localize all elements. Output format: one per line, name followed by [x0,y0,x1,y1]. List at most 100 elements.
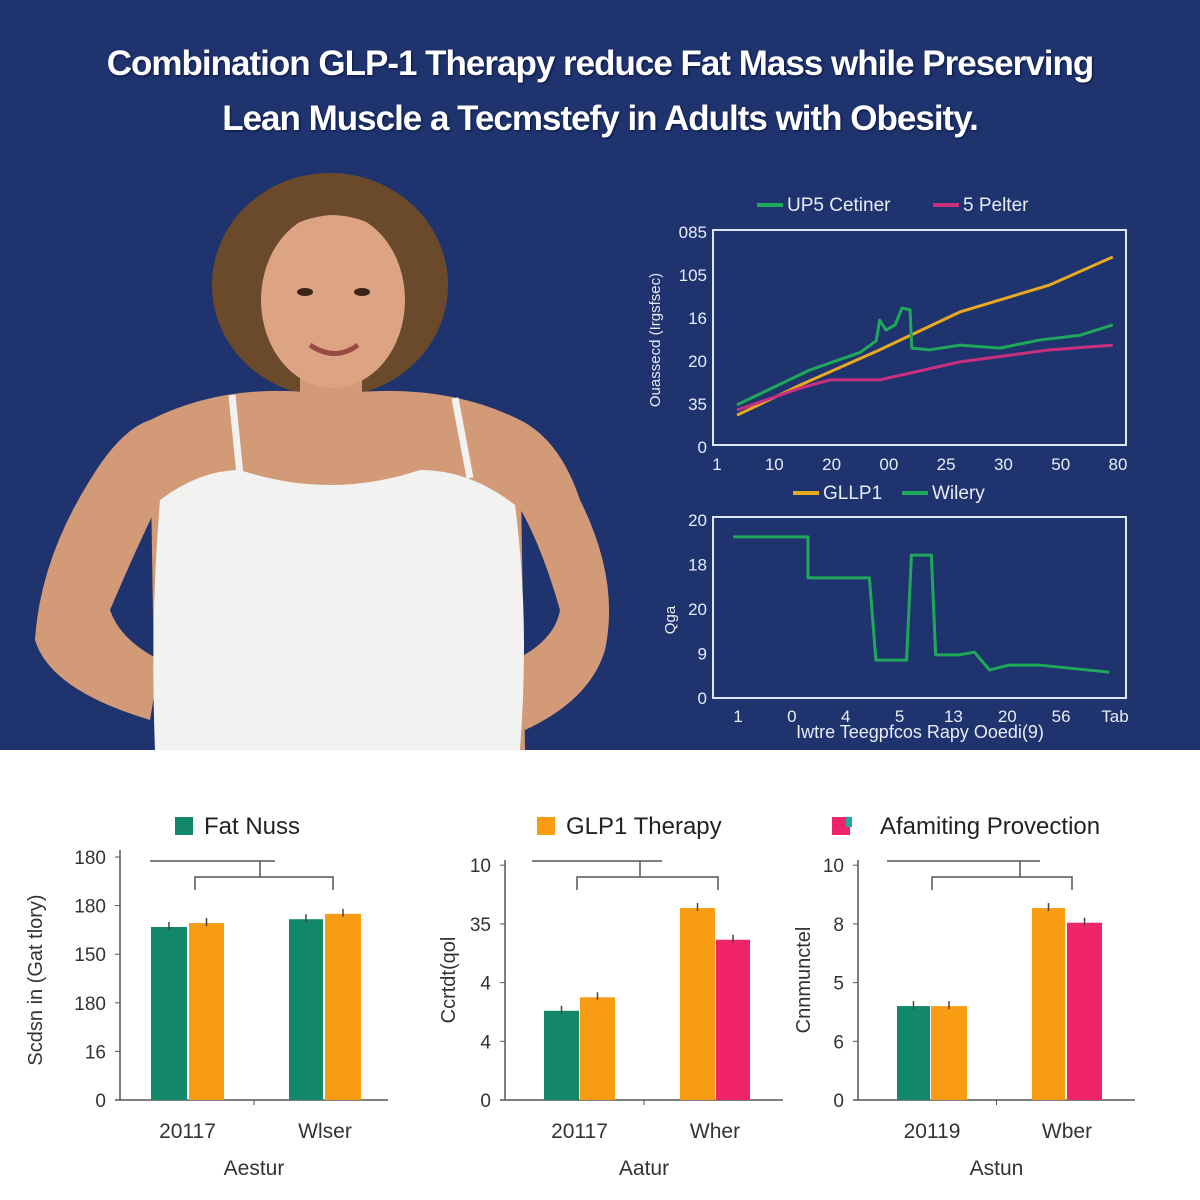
x-tick-label: 1 [733,707,742,726]
y-tick-label: 20 [688,352,707,371]
bar-chart-3: 0 6 5 8 10 20119 Wber Astun Cnnmunctel Afamiting … [793,813,1135,1180]
y-tick-label: 18 [688,556,707,575]
significance-bracket [532,860,719,890]
bar [325,913,361,1100]
y-axis-label: Cnnmunctel [793,927,815,1034]
strap [228,394,244,476]
smile [308,342,360,356]
x-tick-label: 20117 [159,1120,216,1143]
y-tick-label: 150 [74,945,106,966]
legend-swatch [832,817,850,835]
title-line-1: Combination GLP-1 Therapy reduce Fat Mas… [106,44,1094,83]
bar-chart-2: 0 4 4 35 10 20117 Wher Aatur Ccrtdt(qol GLP1 Ther… [438,813,783,1180]
bar [1067,922,1102,1100]
woman-photo [35,173,610,750]
x-tick-label: Wlser [298,1120,352,1143]
y-tick-label: 0 [698,689,707,708]
x-tick-label: 20 [822,455,841,474]
x-tick-label: 1 [712,455,721,474]
x-tick-label: 0 [787,707,796,726]
y-tick-label: 6 [833,1032,844,1053]
bar [931,1006,967,1100]
y-axis-label: Ccrtdt(qol [438,937,460,1024]
bar [897,1006,930,1100]
x-tick-label: 56 [1052,707,1071,726]
y-tick-label: 180 [74,994,106,1015]
y-tick-label: 180 [74,897,106,918]
y-tick-label: 8 [833,915,844,936]
series-line [736,343,1113,412]
bangs [255,194,410,260]
significance-bracket [887,860,1073,890]
eye [354,288,370,296]
x-tick-label: Tab [1101,707,1128,726]
bar [189,923,224,1100]
y-tick-label: 180 [74,848,106,869]
plot-frame [712,229,1127,446]
bar [1032,908,1065,1100]
legend-swatch [175,817,193,835]
x-tick-label: 5 [895,707,904,726]
x-tick-label: 13 [944,707,963,726]
y-tick-label: 20 [688,600,707,619]
y-tick-label: 9 [698,645,707,664]
x-tick-label: 00 [879,455,898,474]
y-axis-label: Ouassecd (Irgsfsec) [647,273,664,407]
x-tick-label: 4 [841,707,850,726]
series-line [733,535,1110,674]
bar [680,908,715,1100]
y-tick-label: 085 [679,223,707,242]
page-title: Combination GLP-1 Therapy reduce Fat Mas… [0,36,1200,146]
legend-label: 5 Pelter [963,195,1029,216]
y-tick-label: 105 [679,266,707,285]
bar [580,997,615,1100]
plot-frame [712,516,1127,699]
x-tick-label: Wher [690,1120,740,1143]
x-tick-label: 10 [765,455,784,474]
bar [716,939,750,1100]
legend-label: UP5 Cetiner [787,195,891,216]
series-line [736,255,1114,417]
y-tick-label: 0 [698,438,707,457]
series-line [736,306,1114,407]
y-tick-label: 4 [480,974,491,995]
left-arm [35,420,160,720]
eye [297,288,313,296]
x-axis-label: Astun [970,1157,1024,1180]
y-tick-label: 20 [688,511,707,530]
face [261,212,405,388]
y-tick-label: 4 [480,1032,491,1053]
y-tick-label: 16 [85,1042,106,1063]
bar-chart-1: 0 16 180 150 180 180 20117 Wlser Aestur Scdsn in … [25,813,388,1180]
legend-label: Fat Nuss [204,813,300,840]
bar [544,1010,579,1100]
x-axis-label: Iwtre Teegpfcos Rapy Ooedi(9) [796,722,1044,742]
y-axis-label: Qga [662,605,679,634]
x-axis-label: Aestur [224,1157,285,1180]
y-tick-label: 0 [833,1091,844,1112]
x-tick-label: 50 [1051,455,1070,474]
legend-swatch [537,817,555,835]
strap [451,397,474,479]
line-chart-2: 0 9 20 18 20 1 0 4 5 13 20 56 Tab GLLP1 Wilery Qga Iwtre… [662,483,1129,742]
y-axis-label: Scdsn in (Gat tlory) [25,894,47,1065]
line-chart-1: 0 35 20 16 105 085 1 10 20 00 25 30 50 80 UP5 Cetiner 5… [647,195,1127,474]
x-tick-label: 25 [937,455,956,474]
y-tick-label: 5 [833,974,844,995]
x-tick-label: 20117 [551,1120,608,1143]
legend-label: GLLP1 [823,483,882,504]
y-tick-label: 35 [688,395,707,414]
title-line-2: Lean Muscle a Tecmstefy in Adults with O… [222,99,979,138]
x-tick-label: 80 [1109,455,1128,474]
y-tick-label: 0 [480,1091,491,1112]
bar [289,919,323,1100]
legend-label: Afamiting Provection [880,813,1100,840]
x-tick-label: 20 [998,707,1017,726]
legend-swatch [846,817,852,827]
x-tick-label: Wber [1042,1120,1092,1143]
white-tank-top [153,470,525,750]
bar [151,926,187,1100]
legend-label: GLP1 Therapy [566,813,722,840]
legend-label: Wilery [932,483,985,504]
